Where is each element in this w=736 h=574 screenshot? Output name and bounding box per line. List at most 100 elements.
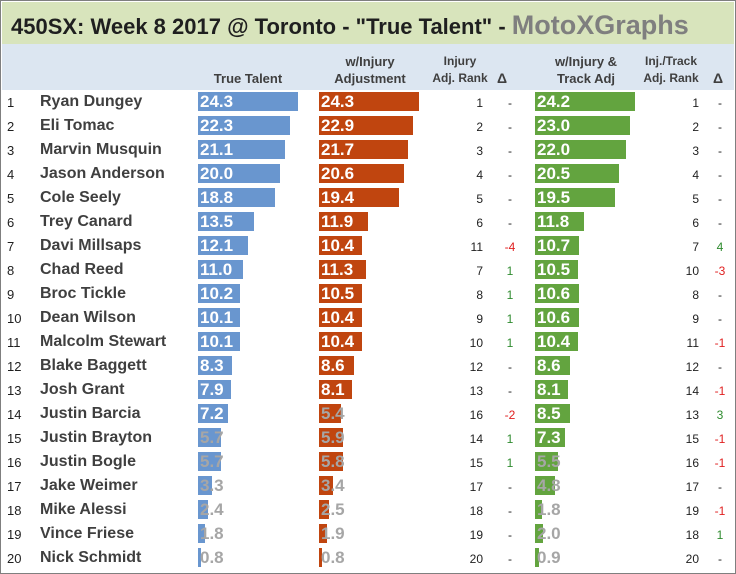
- injury-delta-value: -: [508, 384, 512, 398]
- track_adj-value: 11.8: [537, 212, 570, 231]
- injury-delta-value: -: [508, 168, 512, 182]
- rider-name: Dean Wilson: [40, 309, 136, 326]
- track-delta-value: -: [718, 216, 722, 230]
- track_adj-bar: [535, 188, 616, 207]
- injury_adj-bar: [319, 284, 363, 303]
- injury_adj-value: 20.6: [321, 164, 355, 183]
- injury_adj-value: 0.8: [321, 548, 345, 567]
- rider-name: Justin Bogle: [40, 453, 137, 470]
- injury_adj-bar: [319, 500, 330, 519]
- injury-rank-value: 17: [469, 480, 483, 494]
- track_adj-bar: [535, 428, 566, 447]
- injury-delta-value: -4: [504, 240, 516, 254]
- track-delta-value: -3: [714, 264, 726, 278]
- true_talent-bar: [198, 188, 276, 207]
- track-delta-value: -: [718, 144, 722, 158]
- track-delta-value: -: [718, 96, 722, 110]
- track-delta-value: -: [718, 120, 722, 134]
- true_talent-value: 22.3: [200, 116, 234, 135]
- true_talent-value: 5.7: [200, 428, 224, 447]
- injury_adj-bar: [319, 212, 368, 231]
- track_adj-bar: [535, 308, 579, 327]
- track-delta-value: 1: [716, 528, 724, 542]
- injury_adj-bar: [319, 188, 399, 207]
- track_adj-value: 8.1: [537, 380, 561, 399]
- track-rank-value: 1: [692, 96, 699, 110]
- injury-rank-value: 6: [476, 216, 483, 230]
- true_talent-bar: [198, 500, 208, 519]
- track-rank-value: 17: [685, 480, 699, 494]
- track_adj-value: 1.8: [537, 500, 561, 519]
- true_talent-bar: [198, 92, 298, 111]
- track-rank-value: 16: [685, 456, 699, 470]
- true_talent-bar: [198, 308, 240, 327]
- injury-rank-value: 15: [469, 456, 483, 470]
- track_adj-value: 5.5: [537, 452, 561, 471]
- track-delta-value: -: [718, 288, 722, 302]
- injury-delta-value: -: [508, 552, 512, 566]
- row-rank: 20: [7, 551, 22, 566]
- track-rank-value: 11: [686, 336, 699, 350]
- injury_adj-value: 21.7: [321, 140, 355, 159]
- row-rank: 1: [7, 95, 15, 110]
- track-rank-value: 9: [692, 312, 699, 326]
- injury_adj-value: 24.3: [321, 92, 355, 111]
- track-rank-value: 10: [685, 264, 699, 278]
- injury-delta-value: -: [508, 528, 512, 542]
- track_adj-bar: [535, 236, 580, 255]
- injury_adj-bar: [319, 452, 343, 471]
- track-rank-value: 18: [685, 528, 699, 542]
- track_adj-value: 20.5: [537, 164, 571, 183]
- injury_adj-bar: [319, 380, 353, 399]
- injury_adj-value: 5.4: [321, 404, 345, 423]
- injury_adj-bar: [319, 356, 355, 375]
- injury_adj-value: 11.9: [321, 212, 354, 231]
- track_adj-value: 8.6: [537, 356, 561, 375]
- injury-rank-value: 19: [469, 528, 483, 542]
- true_talent-value: 7.9: [200, 380, 224, 399]
- column-header-band: True Talent w/Injury Adjustment Injury Adj…: [2, 44, 734, 90]
- rider-name: Blake Baggett: [40, 357, 147, 374]
- rider-name: Nick Schmidt: [40, 549, 142, 566]
- track-rank-value: 5: [692, 192, 699, 206]
- injury_adj-value: 8.6: [321, 356, 345, 375]
- track_adj-bar: [535, 548, 539, 567]
- track-rank-value: 4: [692, 168, 699, 182]
- track_adj-bar: [535, 140, 626, 159]
- track-delta-value: -: [718, 552, 722, 566]
- track-delta-value: -: [718, 480, 722, 494]
- true_talent-value: 2.4: [200, 500, 224, 519]
- injury_adj-value: 10.4: [321, 332, 355, 351]
- header-injury-rank: Injury Adj. Rank: [432, 54, 488, 85]
- rider-name: Marvin Musquin: [40, 141, 162, 158]
- injury-delta-value: 1: [506, 264, 514, 278]
- true_talent-value: 10.1: [200, 308, 234, 327]
- true_talent-bar: [198, 212, 254, 231]
- injury-rank-value: 7: [476, 264, 483, 278]
- row-rank: 3: [7, 143, 15, 158]
- row-rank: 2: [7, 119, 15, 134]
- true_talent-bar: [198, 116, 290, 135]
- rider-name: Justin Brayton: [40, 429, 153, 446]
- true_talent-bar: [198, 260, 244, 279]
- true_talent-value: 10.1: [200, 332, 234, 351]
- track_adj-bar: [535, 524, 544, 543]
- track_adj-bar: [535, 500, 543, 519]
- true_talent-value: 24.3: [200, 92, 234, 111]
- row-rank: 6: [7, 215, 15, 230]
- row-rank: 11: [7, 335, 21, 350]
- track_adj-bar: [535, 92, 635, 111]
- rider-name: Eli Tomac: [40, 117, 115, 134]
- track_adj-bar: [535, 380, 569, 399]
- rider-name: Jason Anderson: [40, 165, 165, 182]
- track-delta-value: -1: [714, 384, 726, 398]
- rider-name: Jake Weimer: [40, 477, 138, 494]
- row-rank: 8: [7, 263, 15, 278]
- rider-name: Chad Reed: [40, 261, 124, 278]
- rider-name: Davi Millsaps: [40, 237, 142, 254]
- track-rank-value: 13: [685, 408, 699, 422]
- row-rank: 16: [7, 455, 22, 470]
- true_talent-bar: [198, 236, 248, 255]
- injury_adj-bar: [319, 524, 327, 543]
